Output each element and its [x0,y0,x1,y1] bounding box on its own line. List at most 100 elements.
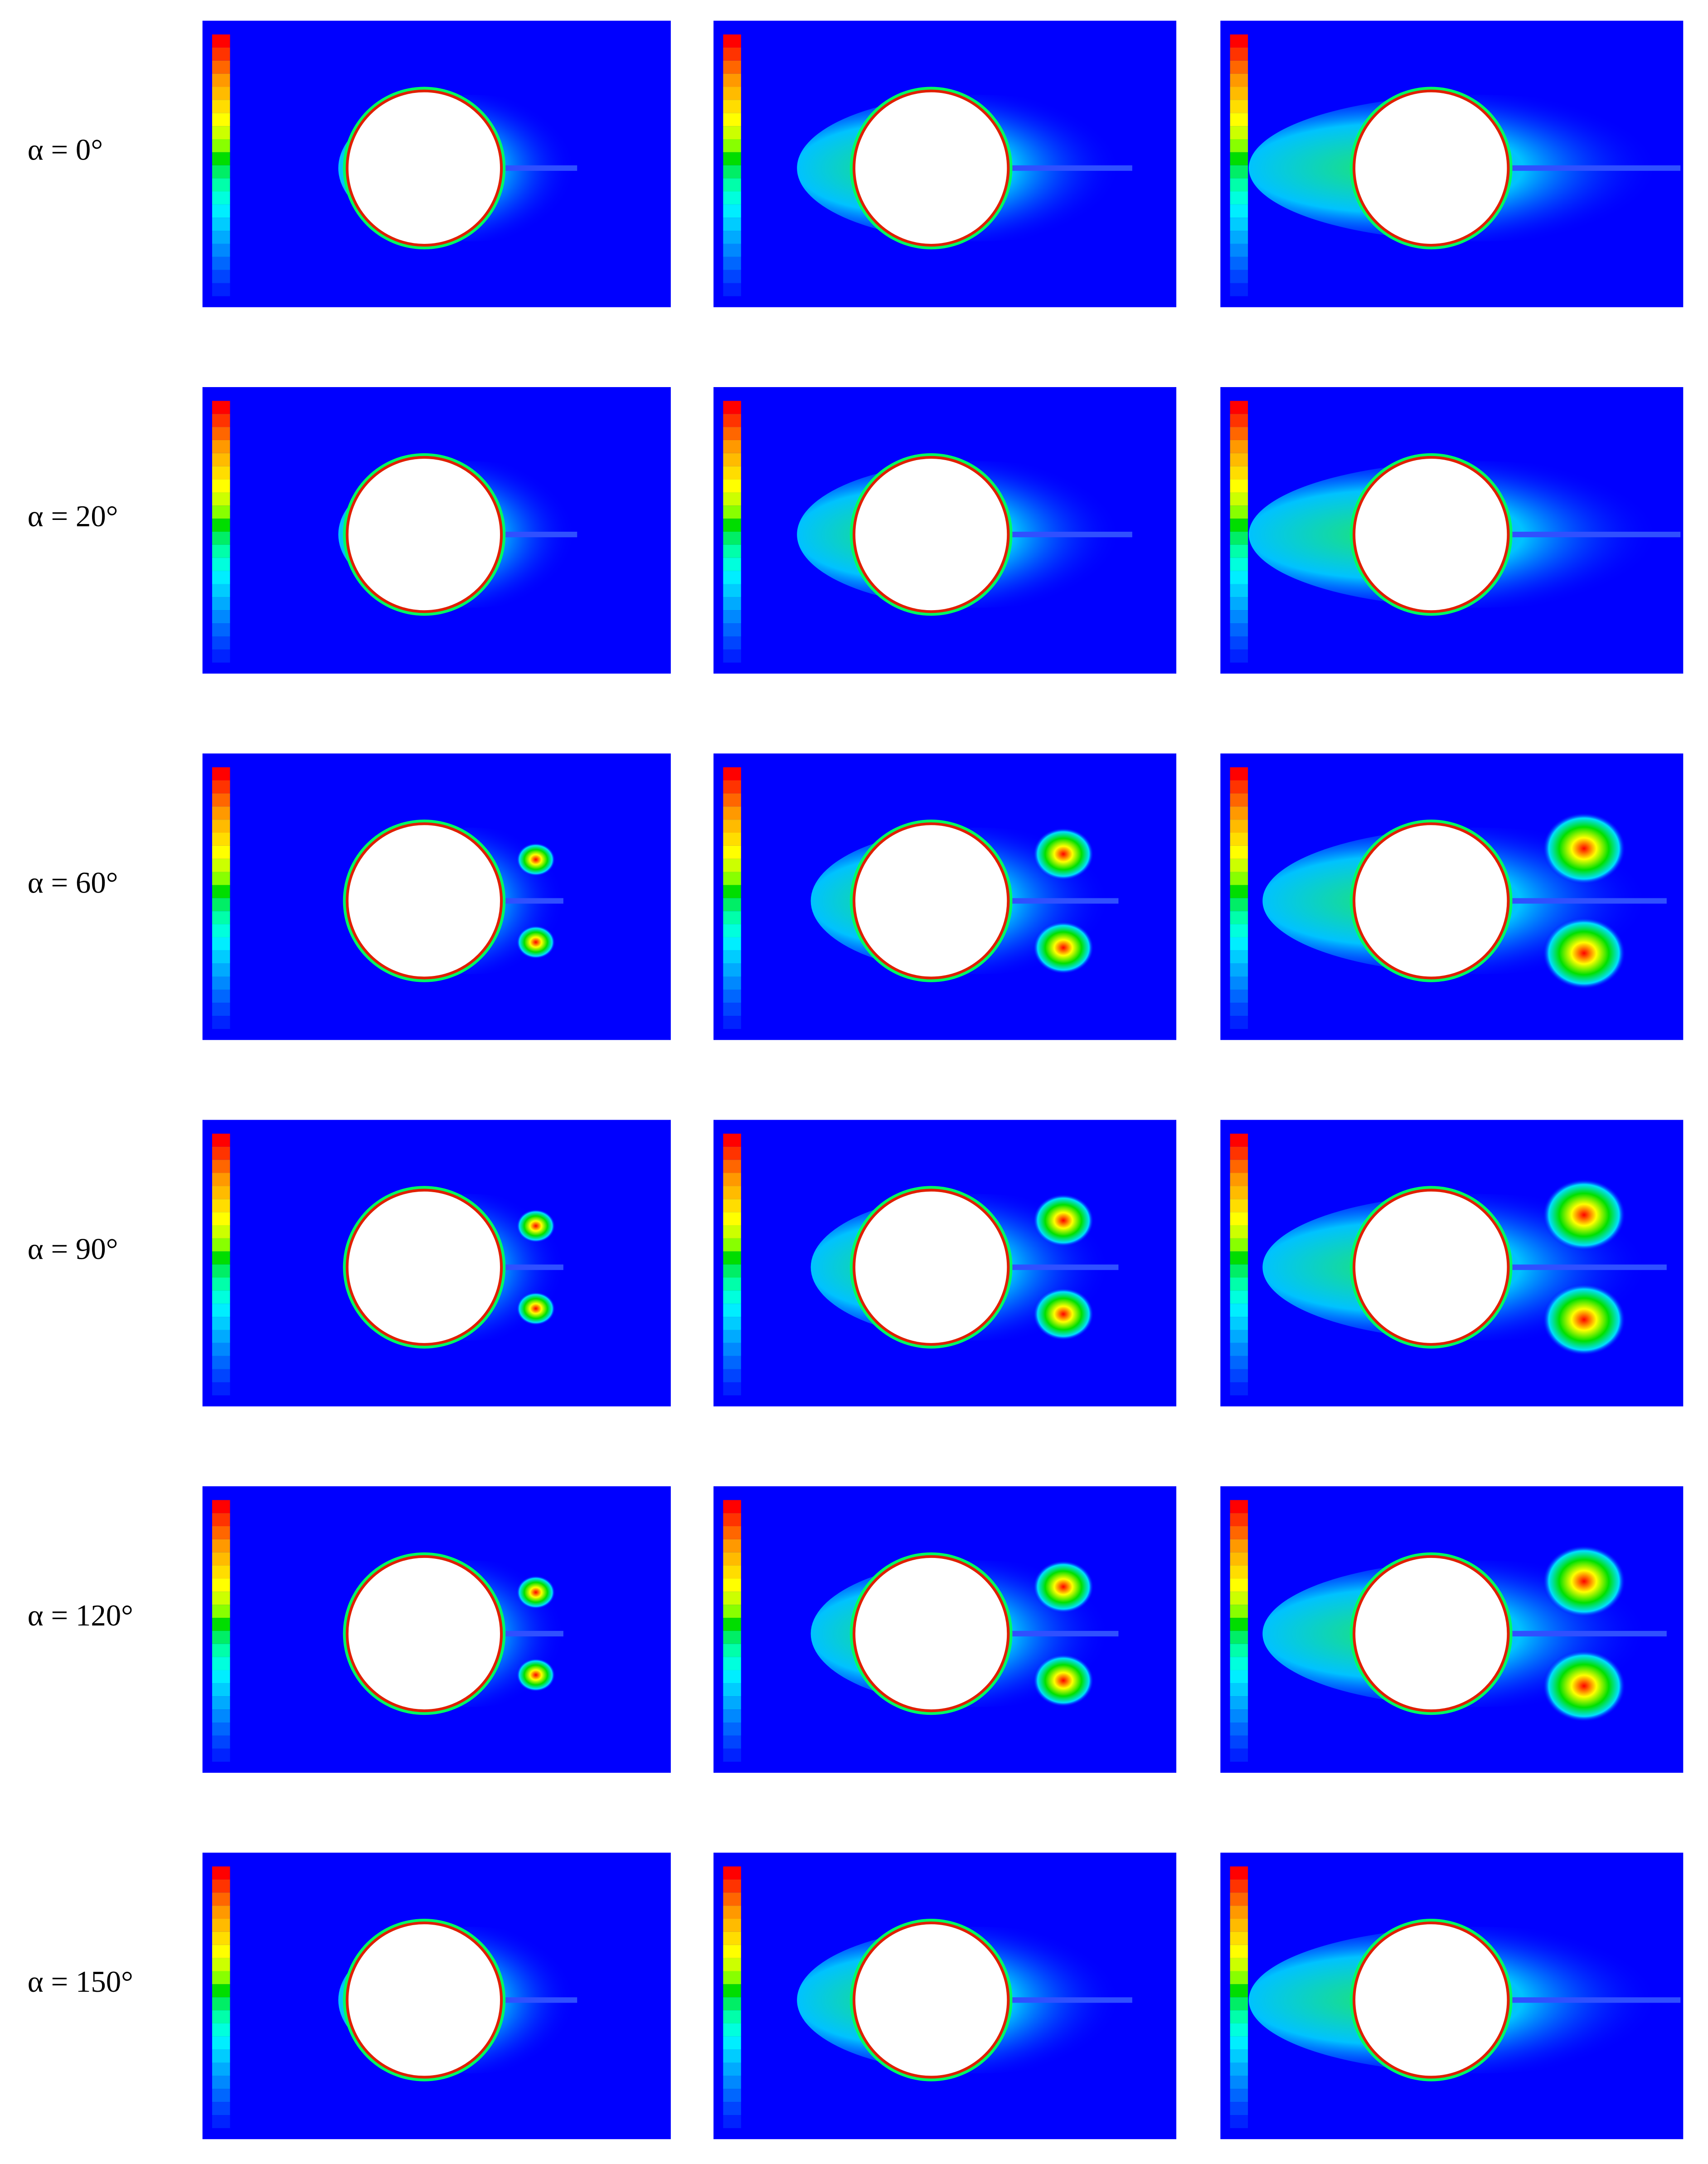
colorbar-step [212,2089,230,2102]
colorbar-step [1230,270,1248,283]
row-label: α = 90° [28,1232,118,1266]
colorbar-step [212,2010,230,2023]
contour-panel [202,753,671,1040]
colorbar-step [723,1696,741,1710]
contour-panel [202,387,671,674]
colorbar-step [1230,243,1248,257]
colorbar-step [1230,1683,1248,1697]
colorbar-step [212,2062,230,2076]
colorbar-step [212,466,230,480]
cylinder [852,1555,1010,1713]
colorbar-step [212,649,230,663]
colorbar-step [212,414,230,427]
contour-panel [713,387,1177,674]
row-label: α = 0° [28,133,103,167]
colorbar-step [212,1683,230,1697]
colorbar-step [723,1866,741,1880]
vortex [1033,1654,1094,1707]
colorbar-step [212,1892,230,1906]
colorbar-step [212,218,230,231]
colorbar-step [723,1526,741,1539]
vortex [1033,828,1094,880]
colorbar-step [212,1644,230,1657]
colorbar-step [723,623,741,636]
colorbar-step [1230,427,1248,440]
colorbar-step [212,1513,230,1526]
colorbar-step [723,1906,741,1919]
vortex [516,926,555,959]
vortex [1543,1284,1626,1356]
colorbar-step [723,990,741,1003]
colorbar-step [212,152,230,165]
colorbar-step [212,2036,230,2050]
colorbar-step [723,649,741,663]
colorbar-step [212,1356,230,1369]
colorbar-step [1230,479,1248,493]
colorbar-step [1230,1016,1248,1029]
colorbar-step [1230,636,1248,650]
colorbar-step [723,924,741,937]
colorbar-step [212,806,230,820]
colorbar-step [1230,453,1248,466]
colorbar-step [723,1251,741,1265]
colorbar-step [1230,2076,1248,2089]
colorbar-step [1230,505,1248,519]
colorbar-step [1230,519,1248,532]
colorbar-step [723,937,741,951]
colorbar-step [212,584,230,597]
colorbar-step [1230,950,1248,964]
colorbar-step [212,270,230,283]
colorbar-step [212,1945,230,1958]
colorbar-step [212,885,230,898]
colorbar-step [1230,1329,1248,1343]
colorbar-step [1230,859,1248,872]
colorbar-step [1230,793,1248,807]
colorbar-step [212,1879,230,1893]
colorbar-step [212,571,230,584]
colorbar-step [1230,283,1248,296]
colorbar-step [723,1146,741,1160]
colorbar-step [212,519,230,532]
colorbar-step [212,257,230,270]
colorbar-step [212,898,230,912]
colorbar-step [723,544,741,558]
colorbar-step [1230,1971,1248,1984]
colorbar-step [1230,1866,1248,1880]
colorbar-step [1230,1199,1248,1213]
colorbar-step [212,1173,230,1186]
colorbar-step [723,2010,741,2023]
colorbar-step [212,1958,230,1971]
contour-panel [202,20,671,307]
colorbar-step [723,1892,741,1906]
colorbar-step [212,859,230,872]
colorbar-step [212,440,230,453]
colorbar-step [723,898,741,912]
colorbar-step [1230,1919,1248,1932]
colorbar-step [212,178,230,192]
colorbar-step [723,2023,741,2037]
colorbar-step [1230,597,1248,611]
colorbar-step [723,1133,741,1147]
colorbar-step [212,1735,230,1749]
colorbar-step [1230,414,1248,427]
colorbar-step [212,1971,230,1984]
cylinder [345,1555,503,1713]
colorbar-step [212,1016,230,1029]
colorbar-step [1230,976,1248,990]
colorbar-step [723,1984,741,1998]
colorbar-step [212,2102,230,2115]
colorbar-step [723,597,741,611]
cylinder [1353,456,1510,613]
colorbar-step [212,780,230,794]
colorbar-step [1230,1644,1248,1657]
colorbar-step [1230,1696,1248,1710]
colorbar-step [212,1618,230,1631]
colorbar-step [723,257,741,270]
colorbar-step [1230,2089,1248,2102]
colorbar-step [212,793,230,807]
contour-panel [713,20,1177,307]
cylinder [852,1921,1010,2079]
colorbar-step [1230,820,1248,833]
colorbar-step [1230,1748,1248,1762]
